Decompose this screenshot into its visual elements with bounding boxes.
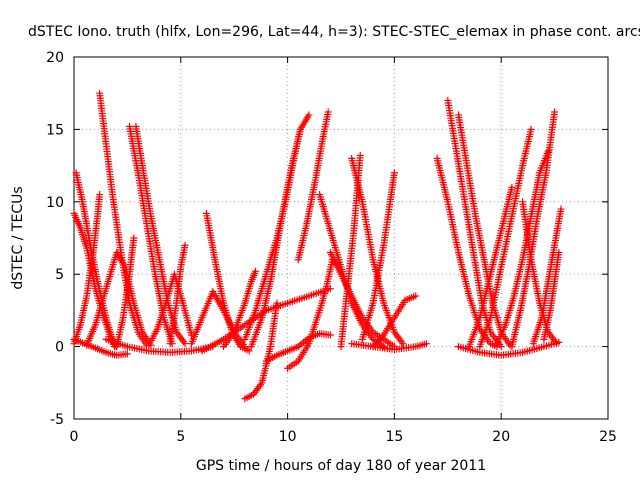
x-tick-label: 25 — [599, 429, 617, 445]
data-point — [181, 241, 189, 249]
data-point — [527, 125, 535, 133]
data-point — [326, 331, 334, 339]
data-points — [70, 89, 565, 403]
chart-title: dSTEC Iono. truth (hlfx, Lon=296, Lat=44… — [28, 24, 640, 40]
tick-labels: 0 5 10 15 20 25 -5 0 5 10 15 20 — [46, 50, 617, 445]
data-point — [96, 191, 104, 199]
data-point — [245, 347, 253, 355]
data-point — [181, 340, 189, 348]
y-tick-label: 10 — [46, 195, 64, 211]
data-point — [390, 169, 398, 177]
data-point — [422, 340, 430, 348]
data-point — [377, 334, 385, 342]
data-point — [380, 343, 388, 351]
data-point — [372, 339, 380, 347]
x-tick-label: 0 — [70, 429, 79, 445]
x-tick-label: 5 — [176, 429, 185, 445]
data-point — [123, 350, 131, 358]
data-point — [324, 108, 332, 116]
data-point — [551, 108, 559, 116]
data-point — [497, 343, 505, 351]
data-point — [555, 338, 563, 346]
data-point — [555, 248, 563, 256]
data-point — [241, 343, 249, 351]
x-tick-label: 20 — [492, 429, 510, 445]
data-point — [296, 125, 304, 133]
y-tick-label: 0 — [55, 340, 64, 356]
data-point — [557, 205, 565, 213]
y-tick-label: 15 — [46, 122, 64, 138]
x-tick-label: 10 — [279, 429, 297, 445]
x-axis-label: GPS time / hours of day 180 of year 2011 — [196, 458, 486, 474]
y-tick-label: -5 — [50, 412, 64, 428]
data-point — [252, 267, 260, 275]
data-point — [399, 340, 407, 348]
data-point — [412, 292, 420, 300]
data-point — [375, 336, 383, 344]
plot-frame — [73, 56, 609, 420]
y-tick-label: 5 — [55, 267, 64, 283]
data-point — [130, 234, 138, 242]
data-point — [508, 183, 516, 191]
data-point — [273, 299, 281, 307]
y-tick-label: 20 — [46, 50, 64, 66]
data-point — [356, 151, 364, 159]
data-point — [378, 333, 386, 341]
x-tick-label: 15 — [385, 429, 403, 445]
plot-border — [73, 56, 609, 420]
y-axis-label: dSTEC / TECUs — [10, 186, 26, 289]
data-point — [305, 111, 313, 119]
